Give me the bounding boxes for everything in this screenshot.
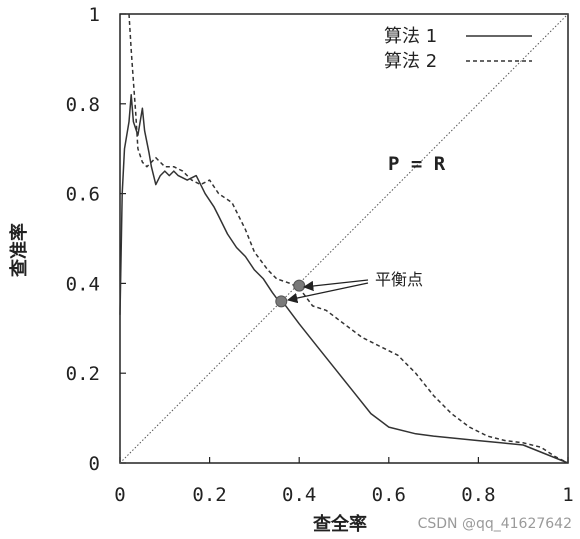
y-tick-label: 0: [89, 453, 100, 475]
series-line-2: [128, 13, 569, 464]
x-axis-label: 查全率: [313, 513, 367, 535]
legend-label-series-1: 算法 1: [384, 26, 437, 47]
x-tick-label: 0.6: [372, 484, 406, 506]
x-tick-label: 0.4: [282, 484, 316, 506]
arrow-upper: [302, 279, 369, 292]
y-tick-label: 0.2: [66, 363, 100, 385]
break-even-annotation: 平衡点: [286, 270, 423, 304]
x-tick-label: 1: [562, 484, 573, 506]
arrow-lower: [286, 282, 369, 304]
y-axis-ticks: 0 0.2 0.4 0.6 0.8 1: [66, 4, 126, 475]
x-tick-label: 0.8: [461, 484, 495, 506]
x-axis-ticks: 0 0.2 0.4 0.6 0.8 1: [114, 457, 574, 506]
legend-label-series-2: 算法 2: [384, 51, 437, 72]
series-layer: [119, 13, 569, 464]
break-even-point-2: [293, 279, 306, 292]
break-even-label: 平衡点: [375, 270, 423, 289]
x-tick-label: 0.2: [192, 484, 226, 506]
y-tick-label: 1: [89, 4, 100, 26]
series-line-3: [119, 13, 569, 464]
watermark: CSDN @qq_41627642: [418, 516, 572, 532]
series-line-1: [119, 94, 569, 464]
y-tick-label: 0.8: [66, 94, 100, 116]
y-axis-label: 查准率: [8, 223, 30, 277]
legend: 算法 1 算法 2: [384, 26, 532, 72]
plot-frame: [119, 13, 569, 464]
y-tick-label: 0.6: [66, 184, 100, 206]
break-even-points: [275, 279, 306, 308]
break-even-point-1: [275, 295, 288, 308]
x-tick-label: 0: [114, 484, 125, 506]
y-tick-label: 0.4: [66, 273, 100, 295]
pr-line-label: P = R: [388, 153, 446, 175]
